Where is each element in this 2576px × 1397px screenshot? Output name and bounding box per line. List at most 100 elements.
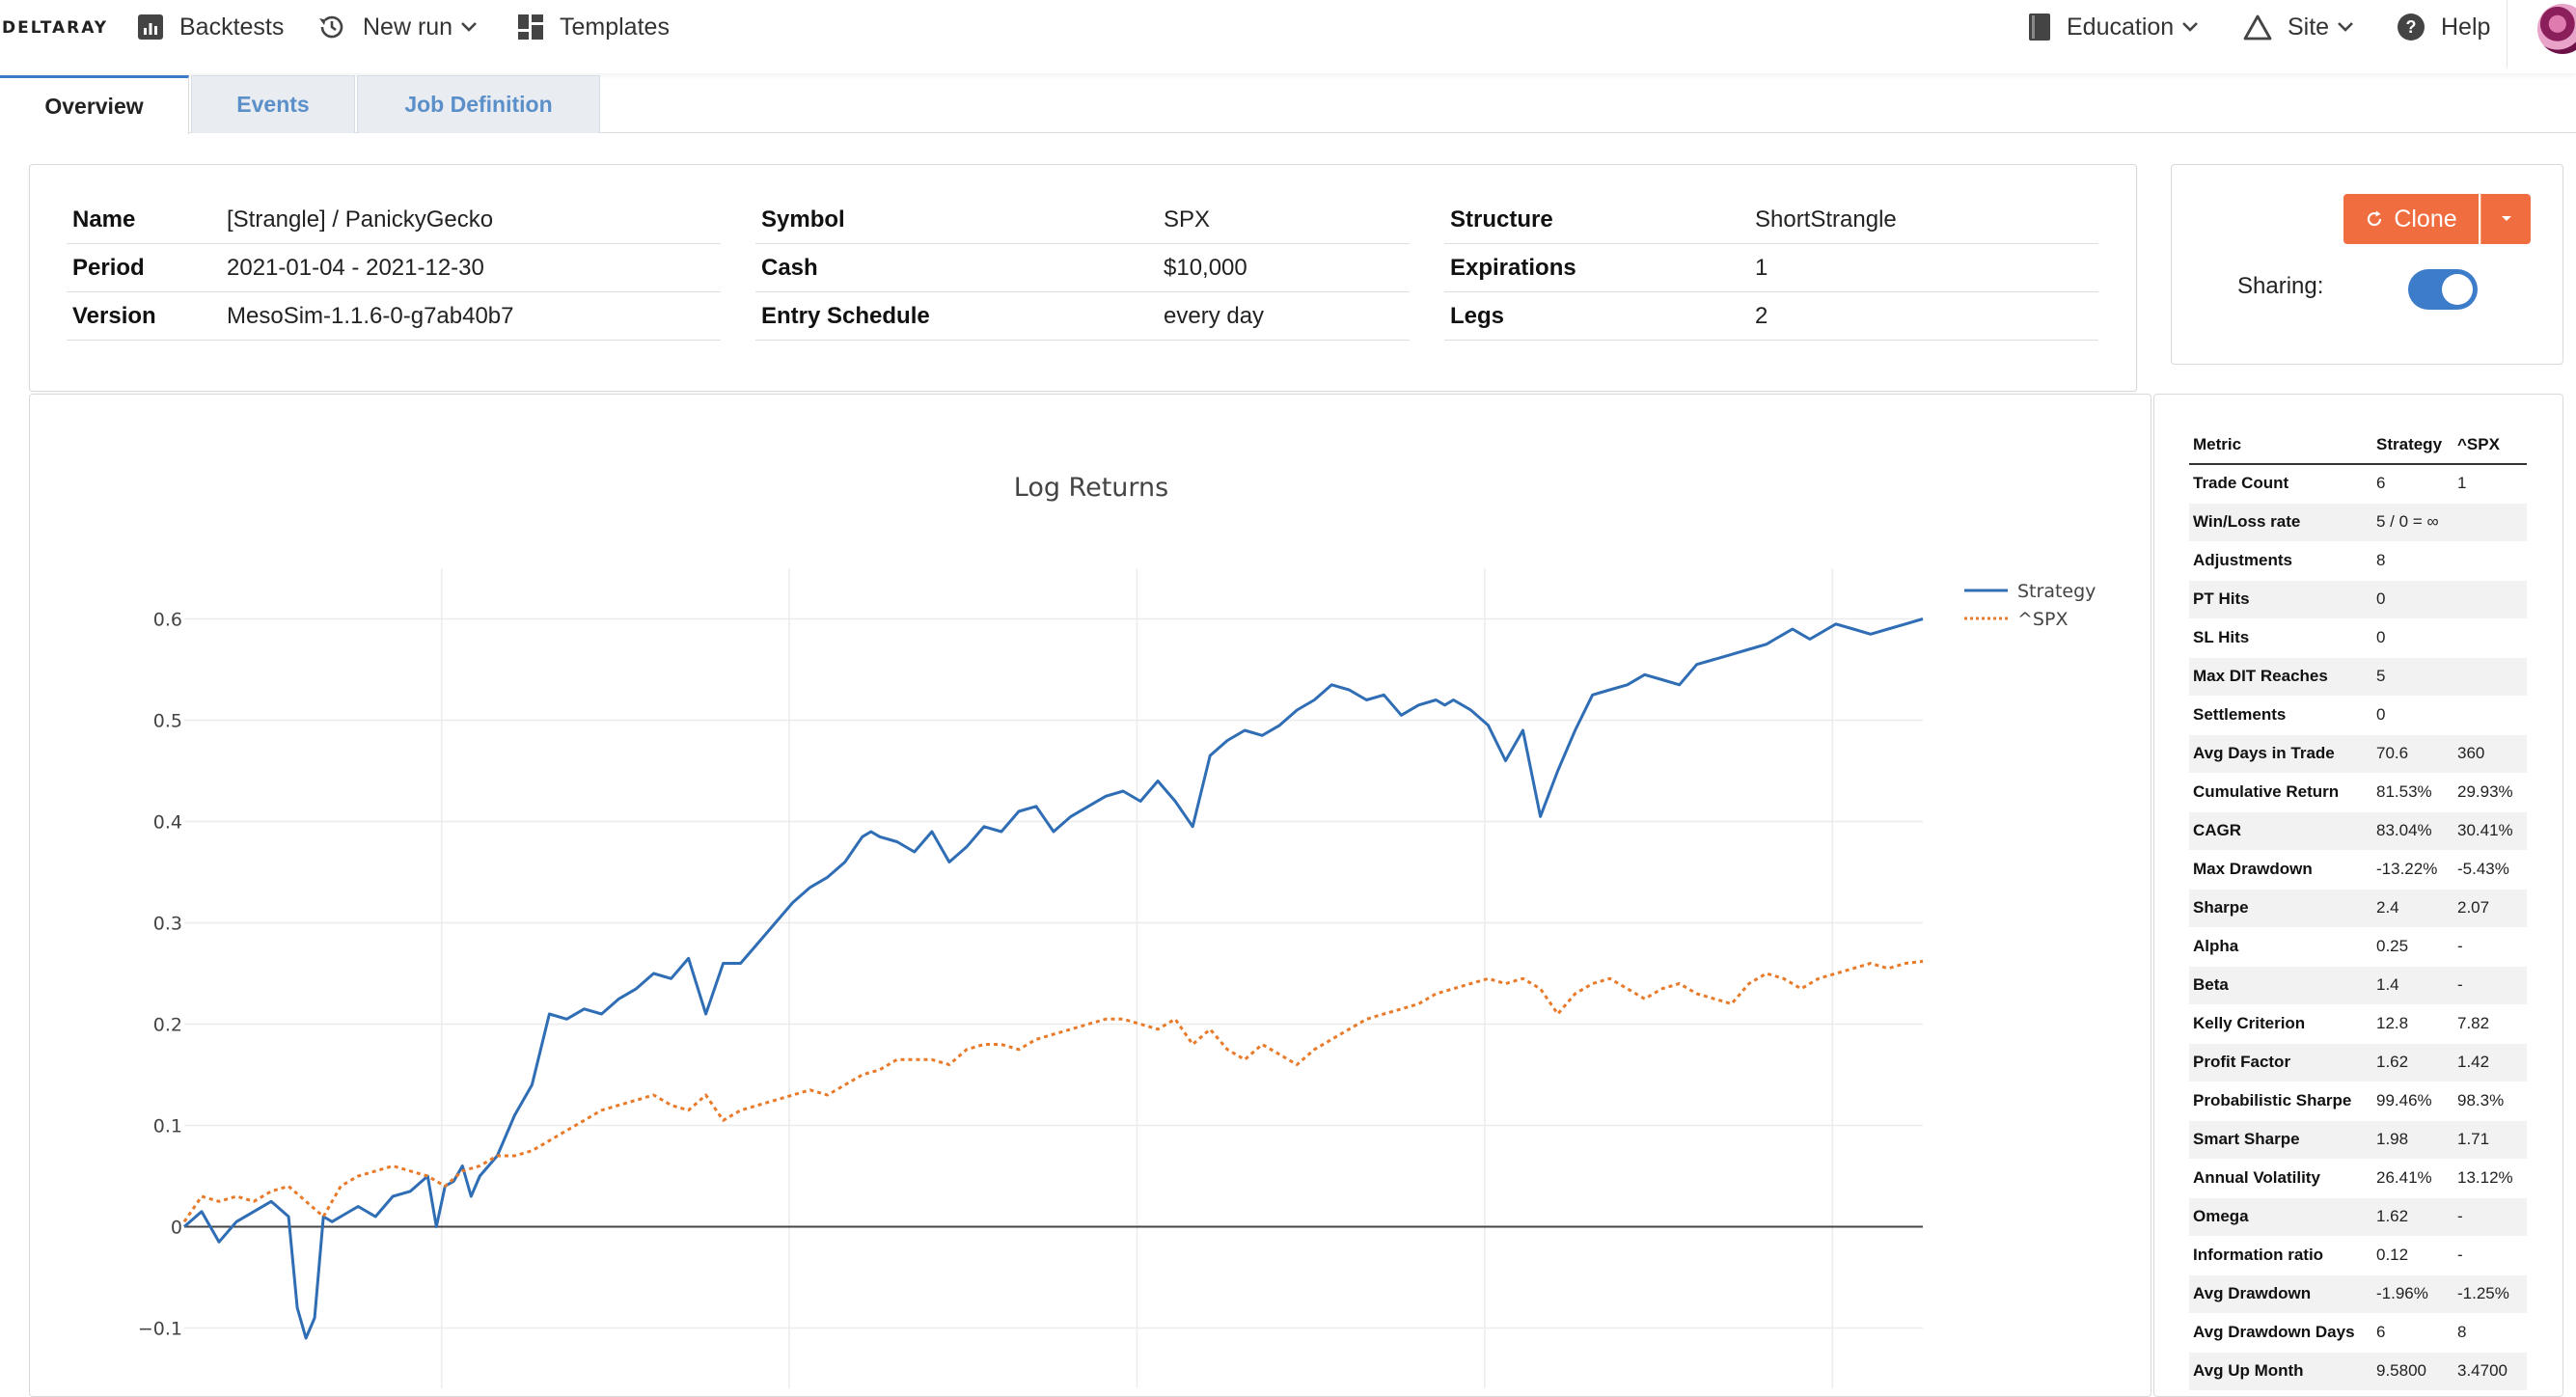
- metric-name: Avg Drawdown Days: [2189, 1313, 2372, 1353]
- y-tick-label: 0.6: [153, 610, 182, 631]
- metrics-row: Avg Drawdown -1.96% -1.25%: [2189, 1274, 2527, 1314]
- info-row-period: Period 2021-01-04 - 2021-12-30: [67, 244, 721, 292]
- metric-spx-value: 1: [2453, 464, 2527, 504]
- metric-name: Information ratio: [2189, 1236, 2372, 1275]
- metric-strategy-value: 5: [2372, 657, 2453, 697]
- history-icon: [319, 15, 343, 39]
- top-navbar: DeltaRay Backtests New run Templates Edu…: [0, 0, 2576, 73]
- metric-spx-value: 1.42: [2453, 1043, 2527, 1082]
- caret-down-icon: [2501, 216, 2511, 221]
- nav-education[interactable]: Education: [2028, 10, 2214, 44]
- metric-name: Avg Up Month: [2189, 1352, 2372, 1391]
- info-key: Version: [72, 302, 156, 329]
- refresh-icon: [2368, 210, 2382, 227]
- info-key: Structure: [1450, 205, 1553, 233]
- metric-name: Settlements: [2189, 696, 2372, 735]
- info-key: Entry Schedule: [761, 302, 930, 329]
- metric-name: Avg Drawdown: [2189, 1274, 2372, 1314]
- metric-name: Adjustments: [2189, 541, 2372, 581]
- metric-strategy-value: 0.12: [2372, 1236, 2453, 1275]
- info-row-expirations: Expirations 1: [1444, 244, 2098, 292]
- actions-card: Clone Sharing:: [2171, 164, 2563, 365]
- metric-spx-value: 1.71: [2453, 1120, 2527, 1160]
- metric-name: SL Hits: [2189, 618, 2372, 658]
- chart-y-ticks: 0.6 0.5 0.4 0.3 0.2 0.1 0 −0.1: [138, 610, 182, 1340]
- metrics-row: Max DIT Reaches 5: [2189, 657, 2527, 697]
- metrics-row: Adjustments 8: [2189, 541, 2527, 581]
- clone-button[interactable]: Clone: [2343, 194, 2479, 244]
- tab-job-definition[interactable]: Job Definition: [357, 75, 600, 133]
- metrics-row: Kelly Criterion 12.8 7.82: [2189, 1004, 2527, 1044]
- metric-strategy-value: 0: [2372, 618, 2453, 658]
- metrics-row: Omega 1.62-: [2189, 1197, 2527, 1237]
- nav-templates-label: Templates: [560, 13, 670, 41]
- metric-strategy-value: 26.41%: [2372, 1159, 2453, 1198]
- metric-strategy-value: 1.4: [2372, 966, 2453, 1005]
- metric-strategy-value: 70.6: [2372, 734, 2453, 774]
- log-returns-chart-card: Log Returns 0.6 0.5 0.4 0.3 0.2 0.1 0 −0.1 Stra…: [29, 394, 2151, 1397]
- metric-spx-value: [2453, 618, 2527, 658]
- metric-strategy-value: 81.53%: [2372, 773, 2453, 812]
- info-key: Name: [72, 205, 136, 233]
- metric-strategy-value: 8: [2372, 541, 2453, 581]
- metric-name: Annual Volatility: [2189, 1159, 2372, 1198]
- metrics-table: Metric Strategy ^SPX Trade Count 6 1 Win/Lo…: [2189, 425, 2527, 1391]
- metric-strategy-value: 1.98: [2372, 1120, 2453, 1160]
- tab-events[interactable]: Events: [191, 75, 355, 133]
- metric-name: Omega: [2189, 1197, 2372, 1237]
- info-value: ShortStrangle: [1755, 205, 1897, 233]
- chart-gridlines: [184, 568, 1923, 1388]
- metric-strategy-value: 2.4: [2372, 889, 2453, 928]
- metric-name: Probabilistic Sharpe: [2189, 1082, 2372, 1121]
- metric-spx-value: -5.43%: [2453, 850, 2527, 890]
- info-row-name: Name [Strangle] / PanickyGecko: [67, 196, 721, 244]
- nav-new-run-label: New run: [363, 13, 453, 41]
- brand-logo[interactable]: DeltaRay: [2, 18, 109, 38]
- info-value: MesoSim-1.1.6-0-g7ab40b7: [227, 302, 514, 329]
- metric-strategy-value: 9.5800: [2372, 1352, 2453, 1391]
- metrics-body: Trade Count 6 1 Win/Loss rate 5 / 0 = ∞ Adjus…: [2189, 464, 2527, 1391]
- metric-name: Max Drawdown: [2189, 850, 2372, 890]
- nav-help-label: Help: [2441, 13, 2491, 41]
- metrics-header-spx: ^SPX: [2453, 425, 2527, 465]
- metrics-row: Information ratio 0.12-: [2189, 1236, 2527, 1275]
- y-tick-label: 0.2: [153, 1015, 182, 1036]
- metric-name: Max DIT Reaches: [2189, 657, 2372, 697]
- user-avatar[interactable]: [2537, 4, 2576, 54]
- metrics-row: Cumulative Return 81.53% 29.93%: [2189, 773, 2527, 812]
- metric-spx-value: [2453, 580, 2527, 619]
- nav-site-label: Site: [2288, 13, 2330, 41]
- tab-overview[interactable]: Overview: [0, 75, 189, 134]
- metrics-header-row: Metric Strategy ^SPX: [2189, 425, 2527, 465]
- sharing-toggle[interactable]: [2408, 269, 2478, 310]
- metric-strategy-value: 99.46%: [2372, 1082, 2453, 1121]
- info-column-2: Symbol SPX Cash $10,000 Entry Schedule e…: [755, 196, 1410, 341]
- nav-backtests[interactable]: Backtests: [137, 10, 284, 44]
- metric-spx-value: 13.12%: [2453, 1159, 2527, 1198]
- log-returns-chart: Log Returns 0.6 0.5 0.4 0.3 0.2 0.1 0 −0.1 Stra…: [138, 473, 2096, 1388]
- chart-title: Log Returns: [1014, 473, 1168, 503]
- nav-new-run[interactable]: New run: [316, 10, 493, 44]
- nav-site[interactable]: Site: [2243, 10, 2370, 44]
- nav-templates[interactable]: Templates: [517, 10, 670, 44]
- info-row-symbol: Symbol SPX: [755, 196, 1410, 244]
- info-value: $10,000: [1164, 254, 1247, 281]
- info-row-cash: Cash $10,000: [755, 244, 1410, 292]
- info-row-legs: Legs 2: [1444, 292, 2098, 341]
- info-key: Cash: [761, 254, 818, 281]
- metric-name: Profit Factor: [2189, 1043, 2372, 1082]
- nav-education-label: Education: [2067, 13, 2175, 41]
- info-value: every day: [1164, 302, 1265, 329]
- metric-name: Sharpe: [2189, 889, 2372, 928]
- bar-chart-icon: [138, 14, 163, 40]
- chevron-down-icon: [2182, 22, 2199, 32]
- info-row-structure: Structure ShortStrangle: [1444, 196, 2098, 244]
- metric-name: Kelly Criterion: [2189, 1004, 2372, 1044]
- chart-legend[interactable]: Strategy ^SPX: [1964, 581, 2096, 630]
- metrics-row: PT Hits 0: [2189, 580, 2527, 619]
- metric-name: PT Hits: [2189, 580, 2372, 619]
- nav-help[interactable]: ? Help: [2397, 10, 2490, 44]
- book-icon: [2029, 14, 2050, 41]
- metric-spx-value: 3.4700: [2453, 1352, 2527, 1391]
- clone-dropdown-button[interactable]: [2480, 194, 2531, 244]
